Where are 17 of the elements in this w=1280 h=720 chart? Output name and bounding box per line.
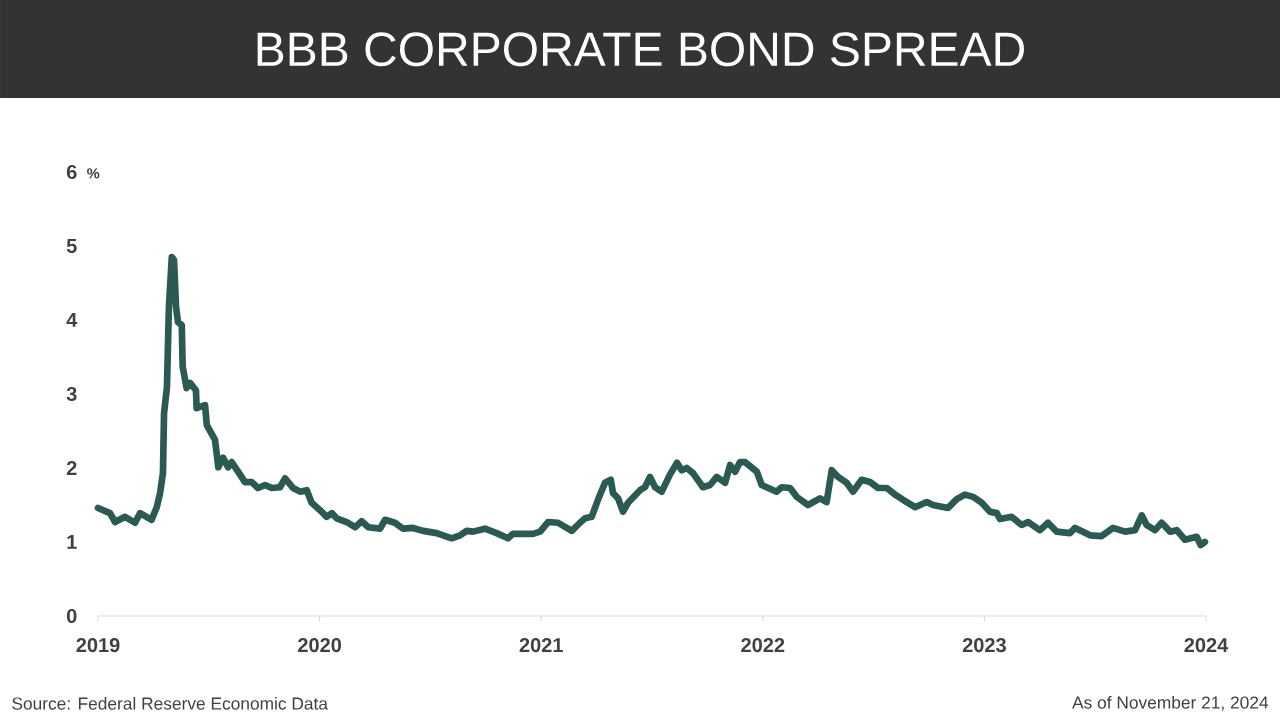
y-tick-label: 1 [67, 535, 77, 549]
x-tick-label: 2022 [741, 638, 785, 653]
x-tick-label: 2023 [962, 638, 1006, 653]
x-tick-label: 2020 [298, 638, 342, 653]
y-tick-label: 6 [66, 164, 77, 180]
source-note: Source: Federal Reserve Economic Data [12, 696, 328, 710]
y-tick-label: 3 [66, 386, 77, 402]
x-tick-label: 2019 [76, 638, 120, 653]
chart-title: BBB CORPORATE BOND SPREAD [257, 32, 1024, 67]
y-tick-label: 0 [66, 608, 77, 624]
y-tick-label: 2 [66, 461, 77, 475]
x-tick-label: 2024 [1184, 638, 1229, 653]
y-tick-label: 5 [66, 239, 77, 253]
y-tick-label: 4 [66, 313, 78, 327]
y-axis-title: % [87, 168, 100, 179]
x-tick-label: 2021 [519, 638, 563, 653]
text: As of November 21, 2024 [1072, 695, 1269, 711]
